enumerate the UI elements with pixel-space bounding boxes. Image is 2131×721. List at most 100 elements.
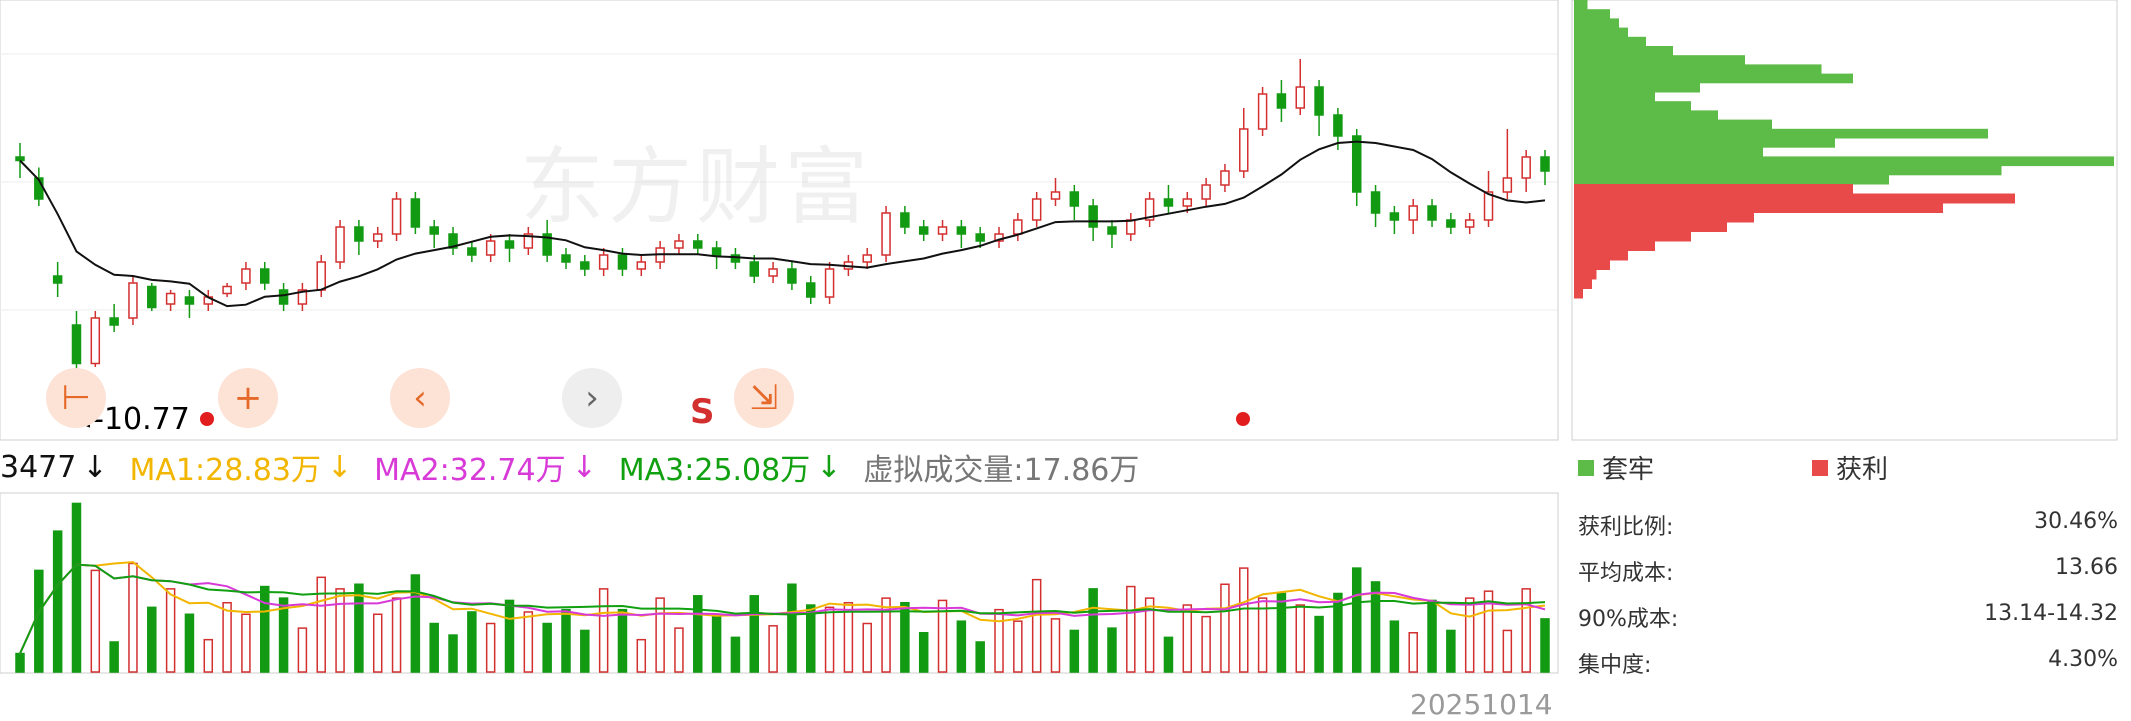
volume-bar <box>542 622 552 673</box>
candle-body <box>787 268 797 284</box>
chip-trapped-bar <box>1574 101 1691 111</box>
volume-bar <box>34 569 44 673</box>
chip-trapped-bar <box>1574 82 1700 93</box>
chip-profit-bar <box>1574 222 1727 232</box>
volume-bar <box>1069 629 1080 673</box>
candle-body <box>1220 170 1230 186</box>
volume-bar <box>617 608 628 673</box>
volume-bar <box>90 569 101 673</box>
candle-body <box>749 261 760 277</box>
candle-body <box>429 226 439 235</box>
candle-body <box>52 275 63 284</box>
next-button[interactable]: › <box>562 368 622 428</box>
volume-bar <box>636 638 647 673</box>
candle-body <box>128 282 138 319</box>
chip-profit-bar <box>1574 184 1853 194</box>
volume-bar <box>580 629 590 673</box>
candle-body <box>1351 135 1362 193</box>
volume-bar <box>1389 620 1400 673</box>
volume-bar <box>372 613 383 673</box>
candle-body <box>1314 86 1324 116</box>
candle-body <box>1069 191 1080 207</box>
candle-body <box>278 289 289 305</box>
volume-bar <box>674 627 684 673</box>
volume-bar <box>1446 629 1456 673</box>
volume-bar <box>316 576 326 673</box>
stat-value: 4.30% <box>2048 647 2118 672</box>
price-ma-line <box>19 140 1546 308</box>
candle-body <box>1013 219 1023 235</box>
chip-profit-bar <box>1574 288 1583 299</box>
chip-trapped-bar <box>1574 119 1772 130</box>
stat-row-concentration: 集中度: 4.30% <box>1578 647 2118 679</box>
ma2-arrow: ↓ <box>571 449 597 485</box>
chip-profit-bar <box>1574 212 1754 223</box>
candle-body <box>1295 86 1305 109</box>
candle-body <box>15 156 25 162</box>
candle-body <box>768 268 778 277</box>
stat-value: 13.66 <box>2055 555 2118 580</box>
volume-bar <box>1351 567 1362 673</box>
volume-bar <box>504 599 515 673</box>
prev-button[interactable]: ‹ <box>390 368 450 428</box>
volume-bar <box>768 625 778 673</box>
candle-body <box>1427 205 1437 221</box>
candle-body <box>523 233 534 249</box>
stat-label: 平均成本: <box>1578 561 1674 586</box>
volume-value: 3477 <box>0 449 77 485</box>
volume-bar <box>1182 604 1193 673</box>
chip-trapped-bar <box>1574 128 1988 139</box>
volume-bar <box>184 613 195 673</box>
volume-bar <box>448 634 458 673</box>
candle-body <box>1540 156 1550 172</box>
plus-icon: + <box>233 378 263 418</box>
first-page-button[interactable]: ⊢ <box>46 368 106 428</box>
volume-bar <box>1521 588 1531 673</box>
ma1-arrow: ↓ <box>326 449 353 485</box>
candle-body <box>918 226 929 235</box>
chip-panel-border <box>1571 0 2118 441</box>
volume-bar <box>1464 597 1475 673</box>
chip-profit-bar <box>1574 231 1691 242</box>
volume-bar <box>956 620 967 673</box>
stat-row-profit-ratio: 获利比例: 30.46% <box>1578 509 2118 541</box>
candle-body <box>956 226 967 235</box>
candle-body <box>1276 93 1287 109</box>
volume-bar <box>354 583 364 673</box>
volume-bar <box>297 627 308 673</box>
candle-body <box>1257 93 1268 130</box>
chip-trapped-bar <box>1574 0 1588 10</box>
volume-bar <box>1427 599 1437 673</box>
volume-bar <box>1295 604 1305 673</box>
candle-body <box>354 226 364 242</box>
zoom-in-button[interactable]: + <box>218 368 278 428</box>
volume-bar <box>805 604 816 673</box>
chip-profit-bar <box>1574 250 1628 261</box>
volume-bar <box>52 530 63 673</box>
candle-body <box>1446 219 1456 228</box>
volume-bar <box>410 574 421 673</box>
candle-body <box>1088 205 1098 228</box>
candle-body <box>1483 191 1494 221</box>
candle-body <box>1031 198 1042 221</box>
volume-bar <box>260 585 270 673</box>
volume-bar <box>881 597 891 673</box>
volume-bar <box>730 636 741 673</box>
volume-bar <box>1370 581 1381 673</box>
volume-chart-border <box>0 492 1559 674</box>
candle-body <box>824 268 835 298</box>
candle-body <box>184 296 195 305</box>
chip-profit-bar <box>1574 241 1655 251</box>
volume-bar <box>693 595 703 673</box>
volume-bar <box>109 641 119 673</box>
volume-bar <box>918 631 929 673</box>
shrink-button[interactable]: ⇲ <box>734 368 794 428</box>
candle-body <box>410 198 421 228</box>
candle-body <box>467 247 477 256</box>
volume-bar <box>335 588 345 673</box>
volume-bar <box>711 615 722 673</box>
volume-bar <box>1107 627 1117 673</box>
chevron-right-icon: › <box>585 378 599 418</box>
stat-value: 30.46% <box>2034 509 2118 534</box>
